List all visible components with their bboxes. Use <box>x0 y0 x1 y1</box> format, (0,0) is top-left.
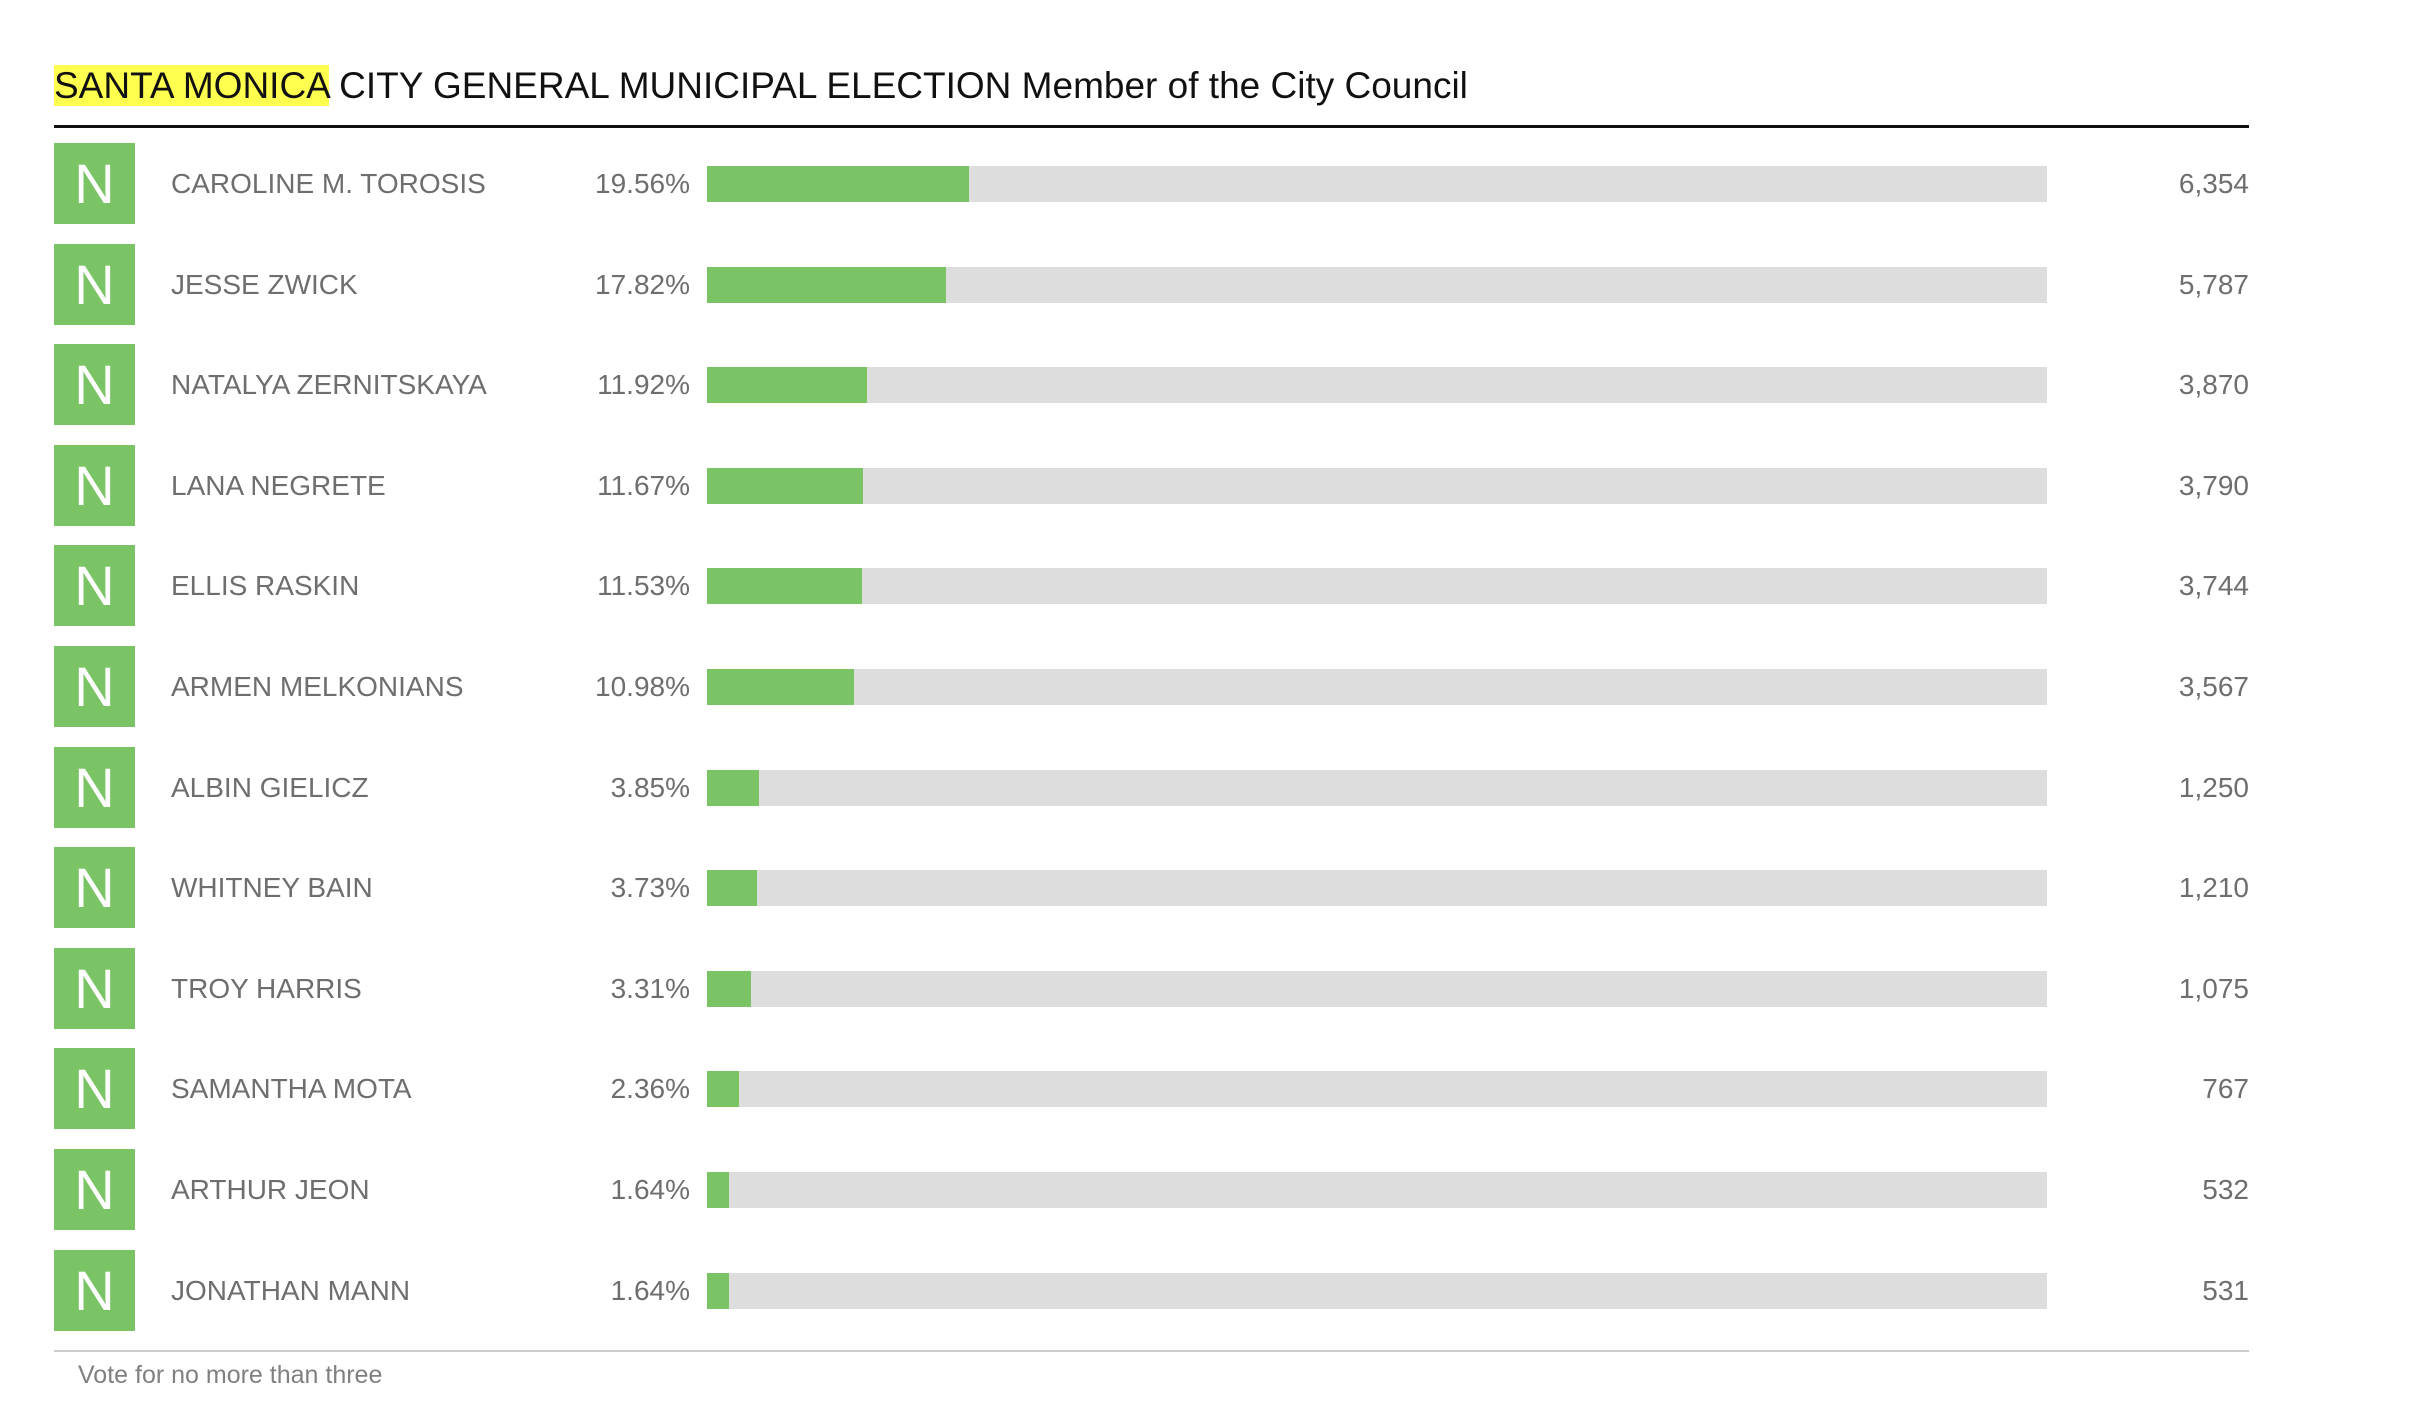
vote-count: 1,250 <box>2178 771 2249 803</box>
vote-percent: 3.73% <box>610 872 690 904</box>
vote-count: 3,790 <box>2178 469 2249 501</box>
vote-bar <box>707 870 2047 907</box>
vote-count: 767 <box>2202 1073 2249 1105</box>
status-badge: N <box>54 143 135 224</box>
vote-bar-fill <box>707 467 864 504</box>
candidate-name: CAROLINE M. TOROSIS <box>171 168 486 199</box>
vote-bar <box>707 1171 2047 1208</box>
vote-count: 3,567 <box>2178 670 2249 702</box>
candidate-name: JONATHAN MANN <box>171 1274 411 1306</box>
vote-percent: 17.82% <box>595 268 690 300</box>
vote-bar <box>707 970 2047 1007</box>
status-badge: N <box>54 243 135 325</box>
vote-bar <box>707 1071 2047 1108</box>
candidate-row: N JONATHAN MANN 1.64% 531 <box>54 1249 2249 1351</box>
vote-bar <box>707 367 2047 404</box>
candidate-row: N LANA NEGRETE 11.67% 3,790 <box>54 444 2249 546</box>
vote-percent: 11.53% <box>597 570 690 602</box>
vote-percent: 1.64% <box>610 1274 690 1306</box>
vote-count: 6,354 <box>2178 168 2249 199</box>
vote-bar-fill <box>707 668 855 705</box>
vote-count: 532 <box>2202 1173 2249 1205</box>
vote-percent: 10.98% <box>595 670 690 702</box>
candidate-row: N CAROLINE M. TOROSIS 19.56% 6,354 <box>54 143 2249 244</box>
vote-bar <box>707 1272 2047 1309</box>
candidate-row: N SAMANTHA MOTA 2.36% 767 <box>54 1048 2249 1149</box>
candidate-name: SAMANTHA MOTA <box>171 1073 412 1105</box>
vote-count: 3,744 <box>2178 570 2249 602</box>
status-badge: N <box>54 847 135 929</box>
candidate-name: ELLIS RASKIN <box>171 570 360 602</box>
candidate-row: N ARMEN MELKONIANS 10.98% 3,567 <box>54 645 2249 747</box>
title-rest: CITY GENERAL MUNICIPAL ELECTION Member o… <box>339 65 1468 106</box>
vote-bar-fill <box>707 769 759 806</box>
vote-percent: 11.67% <box>597 469 690 501</box>
title-highlight: SANTA MONICA <box>54 65 329 106</box>
vote-bar-fill <box>707 870 757 907</box>
vote-bar-fill <box>707 367 867 404</box>
footer-divider <box>54 1350 2249 1352</box>
candidate-row: N WHITNEY BAIN 3.73% 1,210 <box>54 847 2249 948</box>
vote-percent: 1.64% <box>610 1173 690 1205</box>
footer-note: Vote for no more than three <box>78 1361 383 1389</box>
vote-bar <box>707 166 2047 202</box>
candidate-list: N CAROLINE M. TOROSIS 19.56% 6,354 N JESSE ZW… <box>54 143 2249 1350</box>
contest-title: SANTA MONICA CITY GENERAL MUNICIPAL ELEC… <box>54 62 1468 110</box>
vote-count: 531 <box>2202 1274 2249 1306</box>
vote-bar <box>707 266 2047 303</box>
vote-count: 1,210 <box>2178 872 2249 904</box>
candidate-name: JESSE ZWICK <box>171 268 358 300</box>
vote-percent: 2.36% <box>610 1073 690 1105</box>
candidate-row: N ELLIS RASKIN 11.53% 3,744 <box>54 545 2249 646</box>
candidate-name: LANA NEGRETE <box>171 469 386 501</box>
vote-bar <box>707 568 2047 605</box>
candidate-row: N JESSE ZWICK 17.82% 5,787 <box>54 243 2249 345</box>
header-divider <box>54 125 2249 128</box>
candidate-name: WHITNEY BAIN <box>171 872 373 904</box>
vote-percent: 19.56% <box>595 168 690 199</box>
candidate-name: ALBIN GIELICZ <box>171 771 369 803</box>
vote-bar-fill <box>707 568 862 605</box>
vote-bar <box>707 467 2047 504</box>
vote-bar-fill <box>707 1171 729 1208</box>
status-badge: N <box>54 1148 135 1230</box>
vote-bar-fill <box>707 1071 739 1108</box>
candidate-row: N ARTHUR JEON 1.64% 532 <box>54 1148 2249 1250</box>
status-badge: N <box>54 344 135 426</box>
vote-bar-fill <box>707 970 752 1007</box>
candidate-row: N NATALYA ZERNITSKAYA 11.92% 3,870 <box>54 344 2249 445</box>
candidate-name: NATALYA ZERNITSKAYA <box>171 369 487 401</box>
vote-bar-fill <box>707 1272 729 1309</box>
candidate-name: TROY HARRIS <box>171 972 362 1004</box>
vote-count: 1,075 <box>2178 972 2249 1004</box>
vote-count: 3,870 <box>2178 369 2249 401</box>
status-badge: N <box>54 1048 135 1130</box>
candidate-name: ARTHUR JEON <box>171 1173 370 1205</box>
status-badge: N <box>54 1249 135 1331</box>
status-badge: N <box>54 746 135 828</box>
vote-bar <box>707 769 2047 806</box>
status-badge: N <box>54 947 135 1029</box>
status-badge: N <box>54 645 135 727</box>
vote-percent: 3.31% <box>610 972 690 1004</box>
vote-percent: 11.92% <box>597 369 690 401</box>
status-badge: N <box>54 444 135 526</box>
status-badge: N <box>54 545 135 627</box>
candidate-row: N ALBIN GIELICZ 3.85% 1,250 <box>54 746 2249 848</box>
candidate-name: ARMEN MELKONIANS <box>171 670 464 702</box>
vote-bar <box>707 668 2047 705</box>
vote-percent: 3.85% <box>610 771 690 803</box>
vote-bar-fill <box>707 266 946 303</box>
candidate-row: N TROY HARRIS 3.31% 1,075 <box>54 947 2249 1049</box>
vote-count: 5,787 <box>2178 268 2249 300</box>
vote-bar-fill <box>707 166 970 202</box>
